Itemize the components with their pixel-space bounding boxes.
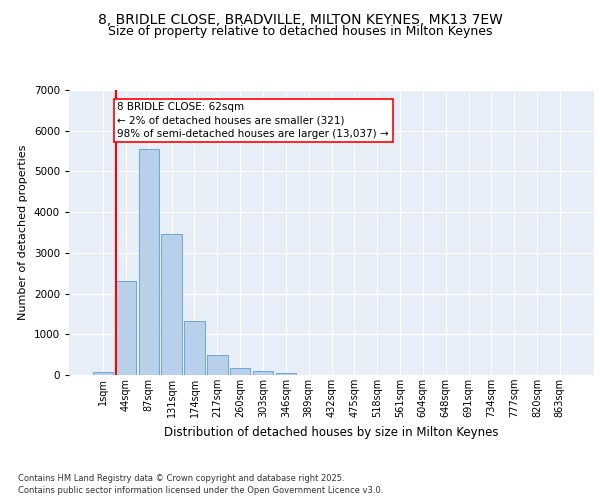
Bar — [93, 372, 113, 375]
Bar — [275, 373, 296, 375]
Y-axis label: Number of detached properties: Number of detached properties — [18, 145, 28, 320]
Bar — [207, 356, 227, 375]
Bar — [139, 149, 159, 375]
Text: 8 BRIDLE CLOSE: 62sqm
← 2% of detached houses are smaller (321)
98% of semi-deta: 8 BRIDLE CLOSE: 62sqm ← 2% of detached h… — [117, 102, 389, 139]
Text: Contains HM Land Registry data © Crown copyright and database right 2025.: Contains HM Land Registry data © Crown c… — [18, 474, 344, 483]
Text: Size of property relative to detached houses in Milton Keynes: Size of property relative to detached ho… — [108, 25, 492, 38]
Text: 8, BRIDLE CLOSE, BRADVILLE, MILTON KEYNES, MK13 7EW: 8, BRIDLE CLOSE, BRADVILLE, MILTON KEYNE… — [98, 12, 502, 26]
Text: Contains public sector information licensed under the Open Government Licence v3: Contains public sector information licen… — [18, 486, 383, 495]
Bar — [116, 282, 136, 375]
Bar — [161, 234, 182, 375]
Bar — [253, 371, 273, 375]
X-axis label: Distribution of detached houses by size in Milton Keynes: Distribution of detached houses by size … — [164, 426, 499, 438]
Bar — [184, 321, 205, 375]
Bar — [230, 368, 250, 375]
